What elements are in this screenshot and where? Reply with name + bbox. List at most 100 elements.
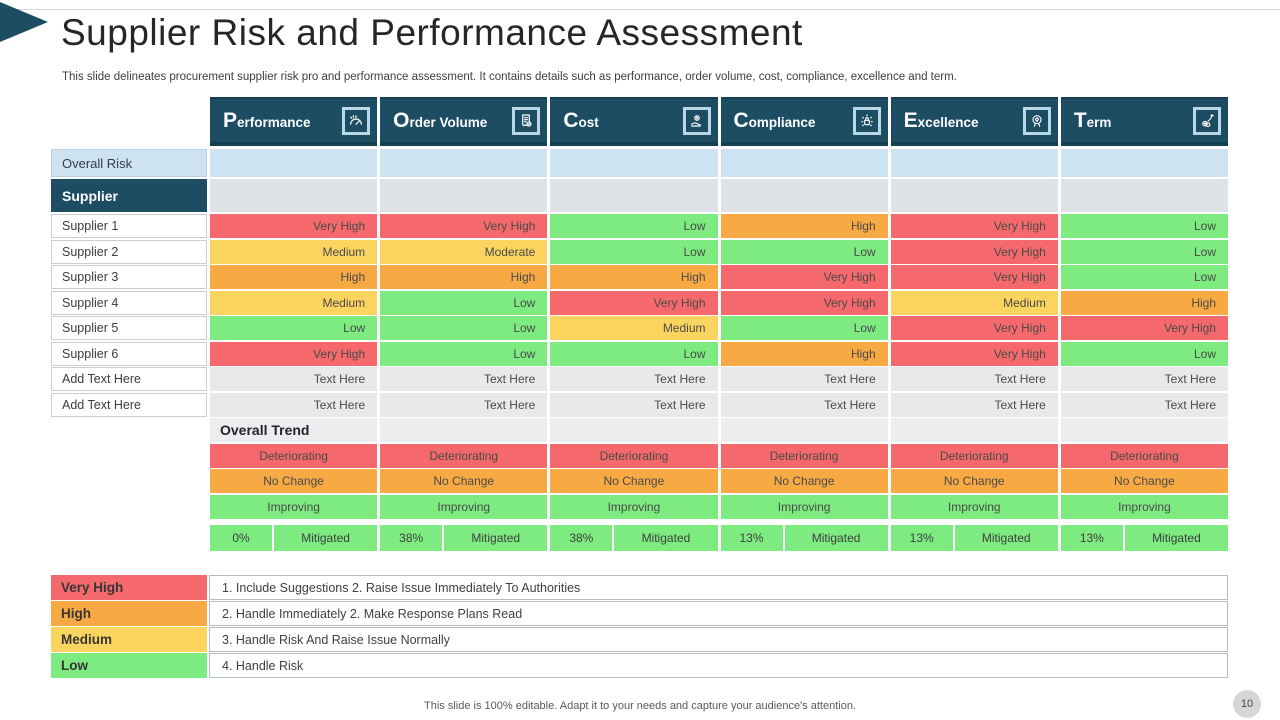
mitigated-cell: 38% Mitigated [550, 525, 718, 551]
risk-value-cell: Low [550, 214, 718, 238]
trend-value-cell: Deteriorating [380, 443, 548, 468]
overall-risk-row: Overall Risk [51, 149, 1228, 177]
legend-row: Very High 1. Include Suggestions 2. Raise… [51, 575, 1228, 600]
trend-spacer-cell [51, 495, 207, 519]
mitigated-label: Mitigated [1124, 525, 1228, 551]
gauge-icon [342, 106, 371, 135]
receipt-icon [512, 106, 541, 135]
overall-risk-cell [720, 149, 888, 177]
supplier-name-label: Supplier 6 [51, 341, 207, 366]
text-placeholder-cell: Text Here [890, 367, 1058, 391]
supplier-label: Supplier [51, 179, 207, 212]
overall-trend-cell [1060, 418, 1228, 442]
trend-value-cell: No Change [210, 469, 378, 493]
text-placeholder-cell: Text Here [890, 392, 1058, 417]
overall-trend-cell [890, 418, 1058, 442]
risk-value-cell: Low [210, 316, 378, 340]
trend-row: No Change No Change No Change No Change No C… [51, 469, 1228, 493]
risk-value-cell: Medium [890, 290, 1058, 315]
overall-risk-cell [890, 149, 1058, 177]
risk-value-cell: Low [380, 290, 548, 315]
risk-value-cell: High [720, 341, 888, 366]
column-header-label: Term [1073, 108, 1112, 132]
text-placeholder-cell: Text Here [380, 392, 548, 417]
trend-spacer-cell [51, 444, 207, 468]
text-placeholder-cell: Text Here [550, 367, 718, 391]
text-placeholder-cell: Text Here [550, 392, 718, 417]
compliance-lock-icon [852, 106, 881, 135]
mitigated-label: Mitigated [614, 525, 718, 551]
trend-value-cell: No Change [550, 469, 718, 493]
trend-spacer-cell [51, 469, 207, 493]
text-placeholder-cell: Text Here [1060, 392, 1228, 417]
add-text-label: Add Text Here [51, 367, 207, 391]
page-number-badge: 10 [1233, 690, 1261, 718]
overall-trend-row: Overall Trend [51, 418, 1228, 442]
mitigated-percent: 13% [1060, 525, 1123, 551]
medal-icon [1022, 106, 1051, 135]
risk-value-cell: High [1060, 290, 1228, 315]
table-row: Supplier 1 Very High Very High Low High Very … [51, 214, 1228, 238]
mitigated-cell: 38% Mitigated [380, 525, 548, 551]
table-header-row: Performance Order Volume Cost Compliance Exc… [51, 97, 1228, 146]
table-row: Supplier 3 High High High Very High Very High… [51, 265, 1228, 289]
risk-legend: Very High 1. Include Suggestions 2. Raise… [51, 575, 1228, 679]
column-header-label: Performance [223, 108, 311, 132]
overall-trend-cell [550, 418, 718, 442]
risk-value-cell: Very High [550, 290, 718, 315]
risk-value-cell: Low [1060, 341, 1228, 366]
risk-value-cell: Low [1060, 214, 1228, 238]
risk-value-cell: Very High [890, 214, 1058, 238]
risk-value-cell: Low [720, 239, 888, 264]
legend-text: 2. Handle Immediately 2. Make Response P… [209, 601, 1228, 626]
trend-spacer-cell [51, 418, 207, 442]
mitigated-label: Mitigated [784, 525, 888, 551]
risk-value-cell: Medium [210, 290, 378, 315]
mitigated-label: Mitigated [954, 525, 1058, 551]
text-placeholder-cell: Text Here [210, 367, 378, 391]
mitigated-percent: 0% [210, 525, 272, 551]
supplier-header-cell [1060, 179, 1228, 212]
risk-value-cell: Very High [890, 265, 1058, 289]
supplier-header-cell [380, 179, 548, 212]
legend-key-low: Low [51, 653, 207, 678]
risk-value-cell: Very High [380, 214, 548, 238]
mitigated-percent: 13% [720, 525, 783, 551]
risk-value-cell: Very High [890, 239, 1058, 264]
mitigated-percent: 38% [550, 525, 613, 551]
overall-trend-cell [380, 418, 548, 442]
overall-trend-label: Overall Trend [210, 418, 378, 442]
risk-value-cell: Low [1060, 239, 1228, 264]
trend-row: Deteriorating Deteriorating Deteriorating D… [51, 443, 1228, 468]
legend-key-very-high: Very High [51, 575, 207, 600]
mitigated-cell: 0% Mitigated [210, 525, 378, 551]
legend-row: Medium 3. Handle Risk And Raise Issue Nor… [51, 627, 1228, 652]
supplier-name-label: Supplier 3 [51, 265, 207, 289]
risk-value-cell: Medium [550, 316, 718, 340]
trend-value-cell: Deteriorating [1060, 443, 1228, 468]
page-title: Supplier Risk and Performance Assessment [61, 12, 803, 53]
mitigated-cell: 13% Mitigated [890, 525, 1058, 551]
mitigated-percent: 38% [380, 525, 443, 551]
risk-value-cell: Medium [210, 239, 378, 264]
risk-value-cell: High [720, 214, 888, 238]
mitigated-spacer-cell [51, 525, 207, 551]
column-header-label: Compliance [733, 108, 816, 132]
column-header-compliance: Compliance [720, 97, 888, 146]
risk-value-cell: Low [550, 239, 718, 264]
table-row: Add Text Here Text Here Text Here Text Here… [51, 392, 1228, 417]
risk-value-cell: Moderate [380, 239, 548, 264]
risk-value-cell: Low [380, 341, 548, 366]
risk-value-cell: Low [380, 316, 548, 340]
trend-value-cell: No Change [720, 469, 888, 493]
trend-value-cell: Improving [210, 494, 378, 519]
corner-arrow-icon [0, 2, 48, 42]
overall-risk-cell [550, 149, 718, 177]
legend-text: 1. Include Suggestions 2. Raise Issue Im… [209, 575, 1228, 600]
legend-text: 4. Handle Risk [209, 653, 1228, 678]
hand-money-icon [682, 106, 711, 135]
column-header-label: Cost [563, 108, 599, 132]
text-placeholder-cell: Text Here [720, 367, 888, 391]
risk-value-cell: Very High [890, 316, 1058, 340]
